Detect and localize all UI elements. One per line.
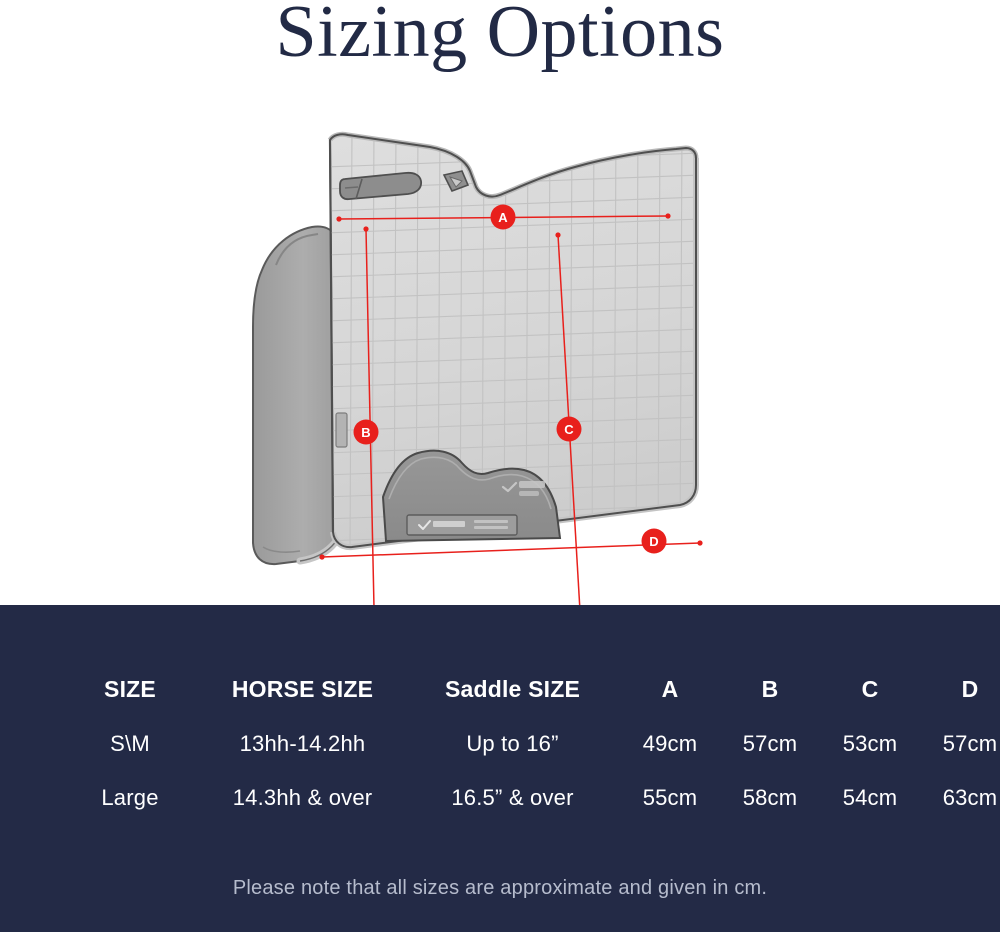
sizing-table: SIZE HORSE SIZE Saddle SIZE A B C D S\M …	[0, 661, 1000, 825]
marker-d-label: D	[649, 534, 658, 549]
sizing-table-section: SIZE HORSE SIZE Saddle SIZE A B C D S\M …	[0, 605, 1000, 932]
cell-d: 57cm	[942, 731, 998, 756]
header-c: C	[861, 675, 879, 702]
page-title: Sizing Options	[275, 0, 725, 73]
cell-saddle-size: Up to 16”	[466, 731, 559, 756]
cell-d: 63cm	[942, 785, 998, 810]
saddle-pad-illustration: A B C D	[252, 131, 703, 605]
pad-bottom-panel	[381, 449, 562, 543]
saddle-pad-diagram: A B C D	[0, 95, 1000, 605]
spacer-cell-left	[0, 661, 60, 717]
measure-line-d	[321, 542, 701, 558]
table-row: S\M 13hh-14.2hh Up to 16” 49cm 57cm 53cm…	[0, 717, 1000, 771]
cell-horse-size: 14.3hh & over	[232, 785, 373, 810]
d-ring-tab	[442, 170, 470, 193]
table-row: Large 14.3hh & over 16.5” & over 55cm 58…	[0, 771, 1000, 825]
spacer-cell-left	[0, 771, 60, 825]
header-a: A	[661, 675, 679, 702]
cell-b: 57cm	[742, 731, 798, 756]
side-brand-tag	[335, 412, 348, 448]
spacer-cell-left	[0, 717, 60, 771]
marker-b-label: B	[361, 425, 370, 440]
marker-d: D	[641, 528, 667, 554]
sizing-footnote: Please note that all sizes are approxima…	[232, 877, 768, 899]
cell-b: 58cm	[742, 785, 798, 810]
header-saddle-size: Saddle SIZE	[444, 675, 581, 702]
cell-c: 53cm	[842, 731, 898, 756]
header-horse-size: HORSE SIZE	[231, 675, 374, 702]
cell-saddle-size: 16.5” & over	[451, 785, 574, 810]
marker-c-label: C	[564, 422, 574, 437]
header: Sizing Options	[0, 0, 1000, 95]
brand-logo	[501, 481, 545, 496]
cell-size: Large	[101, 785, 159, 810]
quilting-grid	[330, 134, 696, 548]
billet-strap	[339, 171, 422, 201]
table-header-row: SIZE HORSE SIZE Saddle SIZE A B C D	[0, 661, 1000, 717]
header-b: B	[761, 675, 779, 702]
header-d: D	[961, 675, 979, 702]
marker-c: C	[556, 416, 582, 442]
marker-b: B	[353, 419, 379, 445]
cell-a: 55cm	[642, 785, 698, 810]
marker-a: A	[490, 204, 516, 230]
cell-horse-size: 13hh-14.2hh	[239, 731, 366, 756]
cell-a: 49cm	[642, 731, 698, 756]
pad-body	[327, 131, 699, 551]
cell-c: 54cm	[842, 785, 898, 810]
care-label	[406, 514, 518, 536]
cell-size: S\M	[110, 731, 150, 756]
header-size: SIZE	[104, 675, 156, 702]
marker-a-label: A	[498, 210, 508, 225]
